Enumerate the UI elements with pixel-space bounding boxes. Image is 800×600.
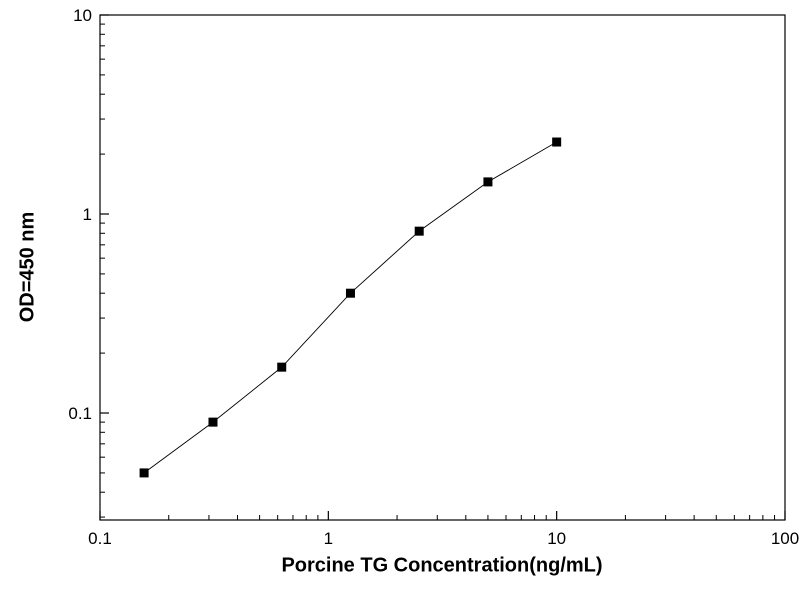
data-point-marker <box>414 226 424 236</box>
x-tick-label: 10 <box>547 529 566 548</box>
data-point-marker <box>277 362 287 372</box>
series-line <box>143 141 557 474</box>
y-tick-label: 1 <box>83 205 92 224</box>
data-point-marker <box>552 137 562 147</box>
x-tick-label: 1 <box>324 529 333 548</box>
data-point-marker <box>345 288 355 298</box>
x-tick-label: 0.1 <box>88 529 112 548</box>
plot-box <box>99 14 786 521</box>
y-axis-title: OD=450 nm <box>16 211 39 323</box>
y-tick-label: 0.1 <box>68 404 92 423</box>
data-point-marker <box>483 177 493 187</box>
x-tick-label: 100 <box>771 529 799 548</box>
x-axis-title: Porcine TG Concentration(ng/mL) <box>281 554 603 577</box>
data-point-marker <box>139 468 149 478</box>
y-tick-label: 10 <box>73 6 92 25</box>
data-point-marker <box>208 417 218 427</box>
